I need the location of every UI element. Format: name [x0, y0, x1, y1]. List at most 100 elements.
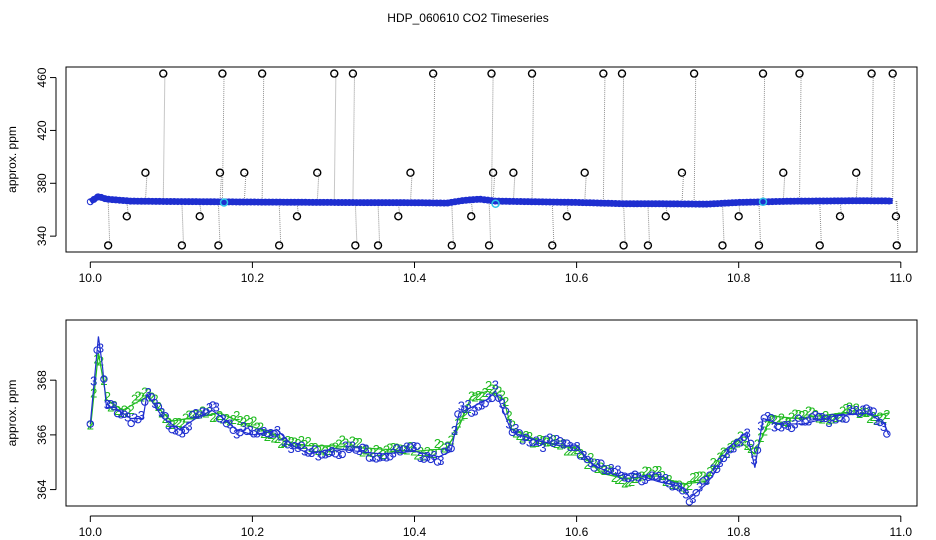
x-tick-label: 10.4 — [403, 525, 427, 539]
baseline-point — [119, 196, 127, 204]
baseline-point — [97, 193, 105, 201]
outlier-point — [758, 69, 768, 78]
baseline-point — [440, 199, 448, 207]
baseline-point — [134, 197, 142, 205]
series-point-label-green: 2 — [699, 468, 706, 483]
series-point-blue — [426, 455, 435, 464]
series-point-label-green: 2 — [505, 408, 512, 423]
baseline-point — [188, 198, 196, 206]
spike-line — [107, 199, 111, 246]
series-point-blue — [563, 439, 571, 447]
series-point-blue — [501, 407, 510, 415]
baseline-point — [294, 198, 302, 206]
baseline-point — [670, 200, 678, 208]
y-tick-label: 460 — [35, 67, 49, 87]
series-point-blue — [154, 402, 163, 411]
baseline-point — [382, 199, 390, 207]
series-point-label-green: 2 — [802, 407, 809, 422]
series-point-blue — [134, 415, 142, 424]
baseline-point — [830, 197, 838, 205]
baseline-point — [509, 197, 517, 205]
series-point-label-blue: 3 — [492, 377, 499, 392]
series-point-blue — [699, 477, 707, 485]
series-point-blue — [209, 401, 217, 409]
series-point-label-green: 2 — [124, 405, 131, 420]
series-point-label-green: 2 — [131, 392, 138, 407]
series-point-blue — [175, 428, 183, 436]
y-tick-label: 364 — [35, 479, 49, 499]
baseline-point — [593, 199, 601, 207]
y-tick-label: 366 — [35, 425, 49, 445]
series-point-label-green: 2 — [584, 457, 591, 472]
baseline-point — [276, 198, 284, 206]
baseline-point — [633, 200, 641, 208]
baseline-point — [684, 200, 692, 208]
series-point-blue — [883, 430, 891, 438]
series-point-label-blue: 3 — [853, 403, 860, 418]
spike-line — [531, 73, 535, 202]
series-point-label-blue: 3 — [138, 408, 145, 423]
series-point-label-green: 2 — [774, 413, 781, 428]
series-point-label-blue: 3 — [219, 412, 226, 427]
series-point-label-green: 2 — [247, 415, 254, 430]
outlier-point — [103, 241, 113, 250]
series-point-blue — [141, 398, 149, 406]
series-point-label-green: 2 — [689, 470, 696, 485]
series-point-blue — [522, 433, 530, 442]
outlier-point — [292, 212, 302, 221]
series-point-blue — [93, 346, 101, 354]
series-line-green — [89, 352, 889, 485]
baseline-point — [528, 198, 536, 206]
baseline-point — [229, 198, 237, 206]
series-point-blue — [815, 412, 823, 421]
series-point-label-green: 2 — [529, 435, 536, 450]
series-point-label-green: 2 — [250, 413, 257, 428]
series-point-label-green: 2 — [393, 441, 400, 456]
outlier-point — [159, 69, 168, 78]
series-point-blue — [161, 412, 169, 420]
outlier-point — [394, 212, 403, 221]
series-point-label-blue: 3 — [172, 423, 179, 438]
series-point-label-blue: 3 — [356, 443, 363, 458]
baseline-point — [615, 200, 623, 208]
outlier-point — [754, 241, 764, 250]
spike-line — [693, 73, 697, 205]
spike-line — [261, 73, 265, 203]
series-point-label-green: 2 — [158, 405, 165, 420]
baseline-point — [736, 198, 744, 206]
series-point-label-green: 2 — [148, 390, 155, 405]
series-point-label-blue: 3 — [580, 448, 587, 463]
series-point-label-green: 2 — [485, 378, 492, 393]
series-point-blue — [474, 403, 483, 411]
series-point-label-blue: 3 — [97, 341, 104, 356]
series-point-label-green: 2 — [335, 436, 342, 451]
series-point-label-green: 2 — [383, 442, 390, 457]
baseline-point — [630, 200, 638, 208]
series-point-label-blue: 3 — [349, 439, 356, 454]
outlier-point — [447, 241, 456, 250]
baseline-point — [411, 199, 419, 207]
baseline-point — [371, 199, 379, 207]
series-point-blue — [495, 394, 503, 403]
outlier-point — [617, 69, 627, 78]
series-point-blue — [576, 452, 585, 460]
spike-line — [512, 172, 516, 202]
baseline-point — [659, 200, 667, 208]
series-point-label-green: 2 — [849, 403, 856, 418]
baseline-point — [502, 197, 510, 205]
series-point-label-green: 2 — [366, 444, 373, 459]
series-point-label-blue: 3 — [716, 455, 723, 470]
series-point-blue — [215, 414, 224, 423]
series-point-label-blue: 3 — [471, 403, 478, 418]
co2-panel-raw: 10.0 10.2 10.4 10.6 10.8 11.0 340 380 420 460 appr… — [5, 66, 918, 285]
baseline-point — [827, 197, 835, 205]
series-point-blue — [549, 439, 558, 448]
spike-line — [219, 172, 223, 202]
series-point-label-blue: 3 — [431, 448, 438, 463]
baseline-point — [732, 199, 740, 207]
series-point-blue — [726, 445, 735, 454]
series-point-label-green: 2 — [271, 430, 278, 445]
series-point-label-blue: 3 — [682, 487, 689, 502]
series-point-label-green: 2 — [573, 442, 580, 457]
y-tick-label: 420 — [35, 120, 49, 140]
